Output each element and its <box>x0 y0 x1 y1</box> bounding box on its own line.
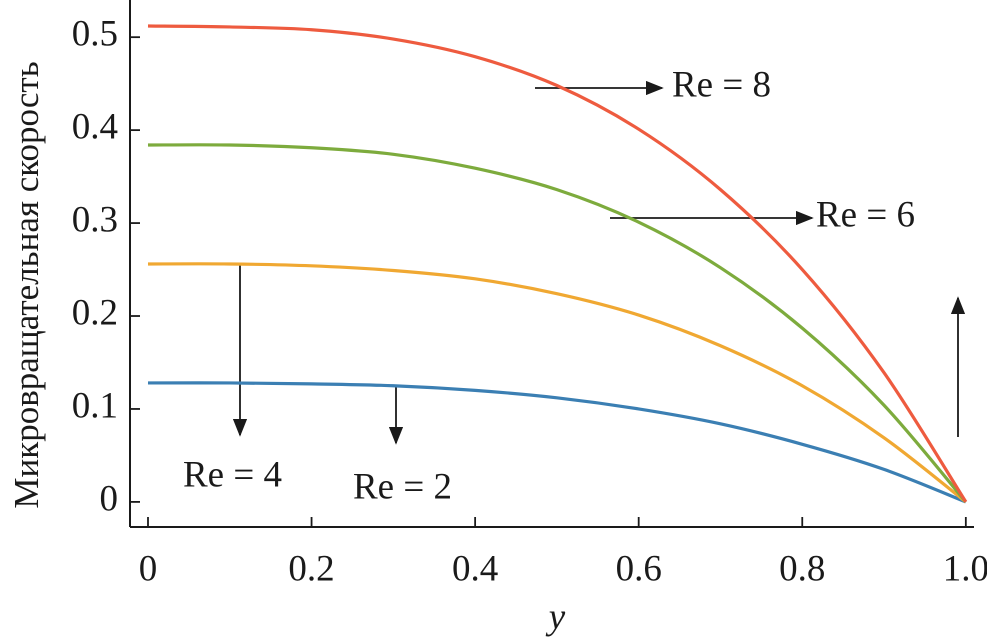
x-tick-label: 0.4 <box>452 548 498 589</box>
series-label: Re = 8 <box>672 64 771 105</box>
y-tick-label: 0.4 <box>72 107 118 148</box>
y-tick-label: 0.1 <box>72 385 118 426</box>
series-label: Re = 4 <box>183 454 282 495</box>
y-axis-label: Микровращательная скорость <box>7 61 46 508</box>
curve <box>147 381 967 504</box>
y-tick-label: 0.3 <box>72 200 118 241</box>
x-tick-label: 1.0 <box>943 548 987 589</box>
curve <box>147 262 967 504</box>
y-tick-label: 0 <box>100 478 119 519</box>
y-tick-label: 0.5 <box>72 14 118 55</box>
curve <box>147 24 968 503</box>
x-axis-label: y <box>545 596 566 637</box>
curve <box>147 143 968 503</box>
x-tick-label: 0.8 <box>779 548 825 589</box>
arrows <box>232 80 966 445</box>
x-tick-label: 0 <box>139 548 158 589</box>
series-label: Re = 2 <box>353 466 452 507</box>
x-tick-label: 0.6 <box>616 548 662 589</box>
series-label: Re = 6 <box>816 194 915 235</box>
y-tick-label: 0.2 <box>72 292 118 333</box>
x-tick-label: 0.2 <box>288 548 334 589</box>
